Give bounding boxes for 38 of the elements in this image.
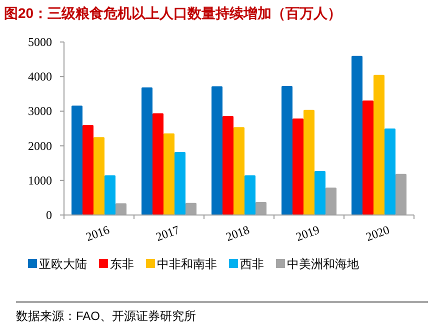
chart-title: 图20：三级粮食危机以上人口数量持续增加（百万人） bbox=[4, 5, 342, 21]
bar bbox=[304, 110, 314, 215]
bar bbox=[292, 118, 304, 215]
legend-label: 中非和南非 bbox=[157, 257, 217, 271]
x-tick-label: 2018 bbox=[224, 222, 252, 244]
x-tick-label: 2020 bbox=[364, 222, 392, 244]
bar bbox=[244, 175, 256, 215]
bar bbox=[174, 152, 186, 215]
bar bbox=[82, 125, 94, 215]
bar bbox=[104, 175, 116, 215]
bar bbox=[142, 87, 152, 215]
bar bbox=[314, 171, 326, 215]
bar bbox=[212, 86, 222, 215]
bar bbox=[164, 133, 174, 215]
bar bbox=[362, 100, 374, 215]
x-tick-label: 2019 bbox=[294, 222, 322, 244]
y-tick-label: 3000 bbox=[28, 104, 52, 118]
bar bbox=[94, 137, 104, 215]
bar bbox=[352, 56, 362, 215]
bar bbox=[152, 113, 164, 215]
y-tick-label: 5000 bbox=[28, 35, 52, 49]
legend-label: 西非 bbox=[240, 257, 264, 271]
legend-label: 中美洲和海地 bbox=[287, 257, 359, 271]
y-tick-label: 0 bbox=[46, 208, 52, 222]
x-tick-label: 2017 bbox=[154, 222, 182, 244]
legend-label: 东非 bbox=[110, 257, 134, 271]
y-tick-label: 4000 bbox=[28, 70, 52, 84]
bar bbox=[384, 128, 396, 215]
x-tick-label: 2016 bbox=[84, 222, 112, 244]
bar bbox=[374, 74, 384, 215]
bar bbox=[282, 86, 292, 215]
y-tick-label: 1000 bbox=[28, 173, 52, 188]
bar bbox=[72, 106, 82, 215]
y-tick-label: 2000 bbox=[28, 138, 52, 153]
legend-label: 亚欧大陆 bbox=[39, 257, 87, 271]
bar bbox=[222, 116, 234, 215]
source-note: 数据来源：FAO、开源证券研究所 bbox=[16, 309, 196, 323]
bar bbox=[234, 127, 244, 215]
